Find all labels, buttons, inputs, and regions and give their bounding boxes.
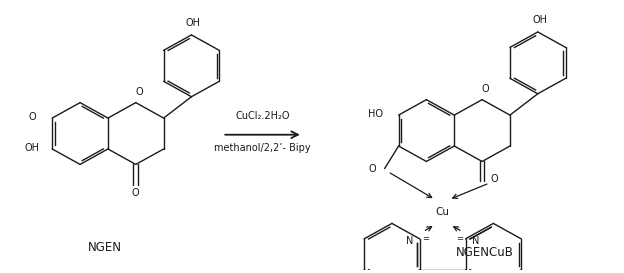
Text: O: O	[132, 188, 140, 198]
Text: OH: OH	[532, 15, 547, 25]
Text: N: N	[472, 236, 480, 246]
Text: O: O	[481, 84, 489, 94]
Text: CuCl₂.2H₂O: CuCl₂.2H₂O	[235, 111, 290, 121]
Text: methanol/2,2’- Bipy: methanol/2,2’- Bipy	[214, 143, 311, 153]
Text: O: O	[490, 174, 499, 185]
Text: =: =	[456, 234, 464, 243]
Text: N: N	[406, 236, 413, 246]
Text: NGEN: NGEN	[88, 241, 122, 254]
Text: =: =	[422, 234, 429, 243]
Text: HO: HO	[368, 109, 383, 119]
Text: O: O	[29, 112, 36, 122]
Text: OH: OH	[186, 18, 201, 28]
Text: O: O	[368, 164, 376, 174]
Text: Cu: Cu	[436, 207, 450, 216]
Text: NGENCuB: NGENCuB	[456, 246, 514, 259]
Text: O: O	[135, 87, 143, 97]
Text: OH: OH	[24, 143, 39, 153]
